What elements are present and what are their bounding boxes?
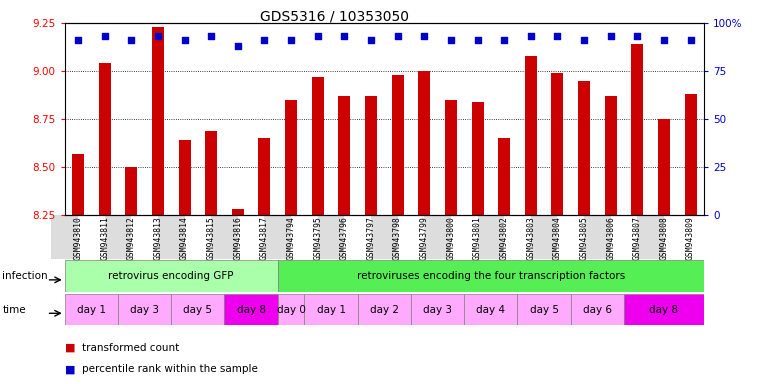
Bar <box>365 96 377 215</box>
Point <box>551 33 563 40</box>
Point <box>338 33 350 40</box>
Text: day 5: day 5 <box>183 305 212 314</box>
Point <box>231 43 244 49</box>
Bar <box>445 100 457 215</box>
Text: ■: ■ <box>65 364 75 374</box>
Point <box>391 33 403 40</box>
Point <box>444 37 457 43</box>
Text: retrovirus encoding GFP: retrovirus encoding GFP <box>109 271 234 281</box>
Point <box>205 33 218 40</box>
Bar <box>525 56 537 215</box>
Text: day 1: day 1 <box>317 305 345 314</box>
Text: infection: infection <box>2 271 48 281</box>
Bar <box>99 63 110 215</box>
Point <box>524 33 537 40</box>
Text: retroviruses encoding the four transcription factors: retroviruses encoding the four transcrip… <box>357 271 625 281</box>
Text: percentile rank within the sample: percentile rank within the sample <box>82 364 258 374</box>
Bar <box>632 44 643 215</box>
Point <box>98 33 111 40</box>
Bar <box>658 119 670 215</box>
Bar <box>578 81 590 215</box>
Bar <box>339 96 350 215</box>
Bar <box>419 71 430 215</box>
Point <box>258 37 271 43</box>
Point <box>365 37 377 43</box>
Point <box>684 37 696 43</box>
Point <box>471 37 484 43</box>
Text: day 5: day 5 <box>530 305 559 314</box>
Point <box>419 33 431 40</box>
Text: transformed count: transformed count <box>82 343 180 353</box>
Bar <box>278 294 304 325</box>
Text: ■: ■ <box>65 343 75 353</box>
Text: day 3: day 3 <box>423 305 452 314</box>
Text: day 2: day 2 <box>370 305 399 314</box>
Point <box>312 33 324 40</box>
Point <box>125 37 137 43</box>
Point <box>498 37 510 43</box>
Text: day 3: day 3 <box>130 305 159 314</box>
Bar <box>259 138 270 215</box>
Bar <box>65 294 118 325</box>
Point <box>285 37 297 43</box>
Bar <box>411 294 464 325</box>
Bar <box>464 294 517 325</box>
Point <box>658 37 670 43</box>
Bar <box>171 294 224 325</box>
Text: GDS5316 / 10353050: GDS5316 / 10353050 <box>260 10 409 23</box>
Bar <box>312 77 323 215</box>
Text: day 1: day 1 <box>77 305 106 314</box>
Bar <box>152 27 164 215</box>
Bar <box>224 294 278 325</box>
Bar <box>358 294 411 325</box>
Bar <box>517 294 571 325</box>
Bar <box>552 73 563 215</box>
Bar <box>685 94 696 215</box>
Bar <box>118 294 171 325</box>
Text: day 0: day 0 <box>277 305 305 314</box>
Bar <box>498 138 510 215</box>
Bar <box>179 140 190 215</box>
Bar <box>72 154 84 215</box>
Bar <box>126 167 137 215</box>
Bar <box>624 294 704 325</box>
Point <box>72 37 84 43</box>
Bar <box>285 100 297 215</box>
Text: time: time <box>2 305 26 314</box>
Point <box>631 33 643 40</box>
Point <box>578 37 590 43</box>
Bar <box>304 294 358 325</box>
Point <box>178 37 190 43</box>
Bar <box>392 75 403 215</box>
Text: day 8: day 8 <box>237 305 266 314</box>
Bar <box>605 96 616 215</box>
Bar <box>205 131 217 215</box>
Bar <box>571 294 624 325</box>
Bar <box>65 260 278 292</box>
Bar <box>278 260 704 292</box>
Bar <box>232 209 244 215</box>
Point <box>151 33 164 40</box>
Text: day 6: day 6 <box>583 305 612 314</box>
Text: day 8: day 8 <box>649 305 679 314</box>
Point <box>604 33 616 40</box>
Bar <box>472 102 483 215</box>
Text: day 4: day 4 <box>476 305 505 314</box>
